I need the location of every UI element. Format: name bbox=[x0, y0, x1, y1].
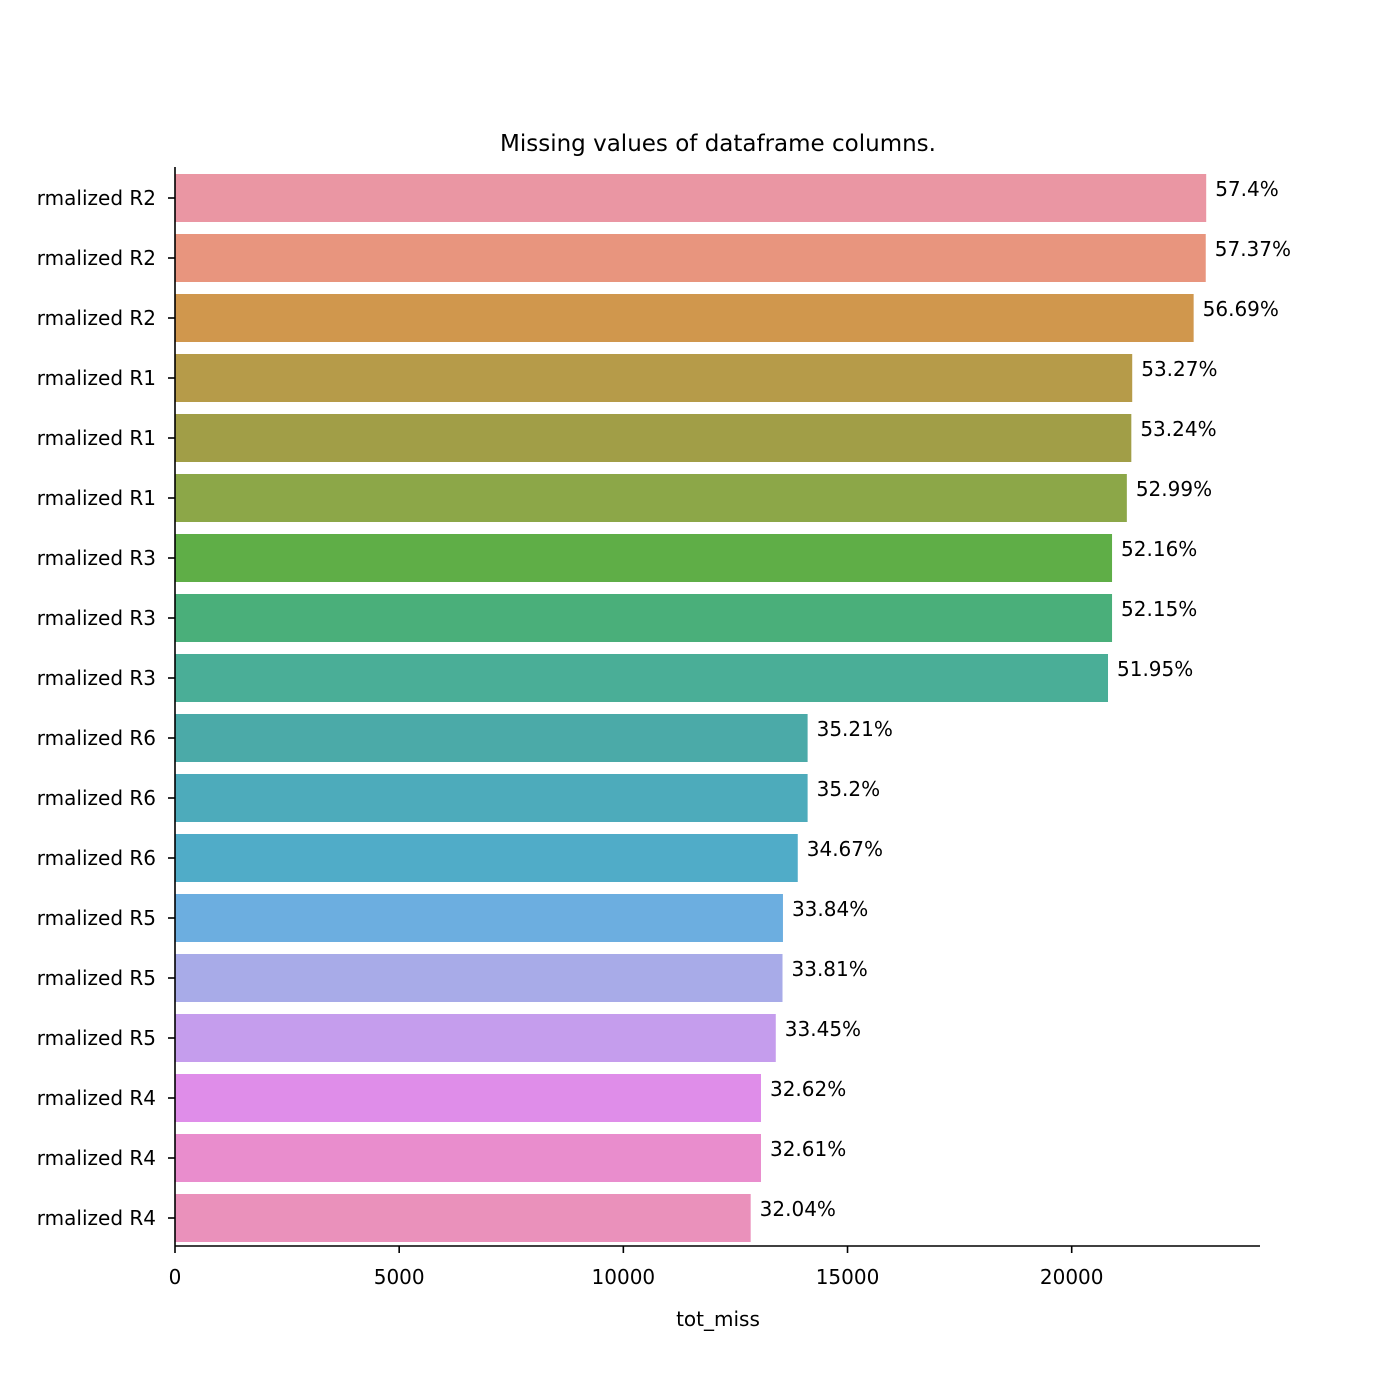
x-tick-label-20000: 20000 bbox=[1040, 1265, 1104, 1289]
data-label-16: 32.62% bbox=[770, 1077, 846, 1101]
data-label-13: 33.84% bbox=[792, 897, 868, 921]
bar-17 bbox=[175, 1134, 761, 1182]
y-tick-label-8: rmalized R3 bbox=[37, 606, 156, 630]
bar-3 bbox=[175, 294, 1194, 342]
x-tick-label-15000: 15000 bbox=[816, 1265, 880, 1289]
y-tick-label-4: rmalized R1 bbox=[37, 366, 156, 390]
x-tick-label-10000: 10000 bbox=[592, 1265, 656, 1289]
data-labels-group: 57.4% 57.37% 56.69% 53.27% 53.24% 52.99% 52.16… bbox=[760, 177, 1291, 1221]
y-tick-label-7: rmalized R3 bbox=[37, 546, 156, 570]
data-label-6: 52.99% bbox=[1136, 477, 1212, 501]
data-label-9: 51.95% bbox=[1117, 657, 1193, 681]
x-axis-label: tot_miss bbox=[676, 1307, 760, 1331]
bar-15 bbox=[175, 1014, 776, 1062]
y-tick-labels-group: rmalized R2 rmalized R2 rmalized R2 rmalize… bbox=[37, 186, 175, 1230]
x-tick-label-5000: 5000 bbox=[374, 1265, 425, 1289]
data-label-15: 33.45% bbox=[785, 1017, 861, 1041]
y-tick-label-5: rmalized R1 bbox=[37, 426, 156, 450]
bar-1 bbox=[175, 174, 1207, 222]
data-label-2: 57.37% bbox=[1215, 237, 1291, 261]
bar-11 bbox=[175, 774, 808, 822]
bar-9 bbox=[175, 654, 1109, 702]
y-tick-label-17: rmalized R4 bbox=[37, 1146, 156, 1170]
data-label-1: 57.4% bbox=[1215, 177, 1279, 201]
x-ticks-group: 0 5000 10000 15000 20000 bbox=[169, 1246, 1104, 1289]
y-tick-label-1: rmalized R2 bbox=[37, 186, 156, 210]
bar-14 bbox=[175, 954, 783, 1002]
data-label-10: 35.21% bbox=[817, 717, 893, 741]
bar-4 bbox=[175, 354, 1133, 402]
bar-16 bbox=[175, 1074, 761, 1122]
data-label-11: 35.2% bbox=[817, 777, 881, 801]
bar-13 bbox=[175, 894, 783, 942]
y-tick-label-12: rmalized R6 bbox=[37, 846, 156, 870]
bar-10 bbox=[175, 714, 808, 762]
data-label-12: 34.67% bbox=[807, 837, 883, 861]
y-tick-label-9: rmalized R3 bbox=[37, 666, 156, 690]
y-tick-label-2: rmalized R2 bbox=[37, 246, 156, 270]
bars-group bbox=[175, 174, 1207, 1242]
chart-title: Missing values of dataframe columns. bbox=[500, 131, 936, 157]
y-tick-label-14: rmalized R5 bbox=[37, 966, 156, 990]
y-tick-label-3: rmalized R2 bbox=[37, 306, 156, 330]
data-label-3: 56.69% bbox=[1203, 297, 1279, 321]
bar-8 bbox=[175, 594, 1113, 642]
y-tick-label-11: rmalized R6 bbox=[37, 786, 156, 810]
data-label-17: 32.61% bbox=[770, 1137, 846, 1161]
bar-2 bbox=[175, 234, 1206, 282]
data-label-14: 33.81% bbox=[792, 957, 868, 981]
y-tick-label-10: rmalized R6 bbox=[37, 726, 156, 750]
data-label-8: 52.15% bbox=[1121, 597, 1197, 621]
y-tick-label-6: rmalized R1 bbox=[37, 486, 156, 510]
bar-18 bbox=[175, 1194, 751, 1242]
bar-7 bbox=[175, 534, 1113, 582]
x-tick-label-0: 0 bbox=[169, 1265, 182, 1289]
bar-6 bbox=[175, 474, 1127, 522]
data-label-7: 52.16% bbox=[1121, 537, 1197, 561]
data-label-4: 53.27% bbox=[1141, 357, 1217, 381]
y-tick-label-18: rmalized R4 bbox=[37, 1206, 156, 1230]
bar-5 bbox=[175, 414, 1132, 462]
y-tick-label-16: rmalized R4 bbox=[37, 1086, 156, 1110]
data-label-18: 32.04% bbox=[760, 1197, 836, 1221]
bar-12 bbox=[175, 834, 798, 882]
y-tick-label-13: rmalized R5 bbox=[37, 906, 156, 930]
data-label-5: 53.24% bbox=[1140, 417, 1216, 441]
y-tick-label-15: rmalized R5 bbox=[37, 1026, 156, 1050]
